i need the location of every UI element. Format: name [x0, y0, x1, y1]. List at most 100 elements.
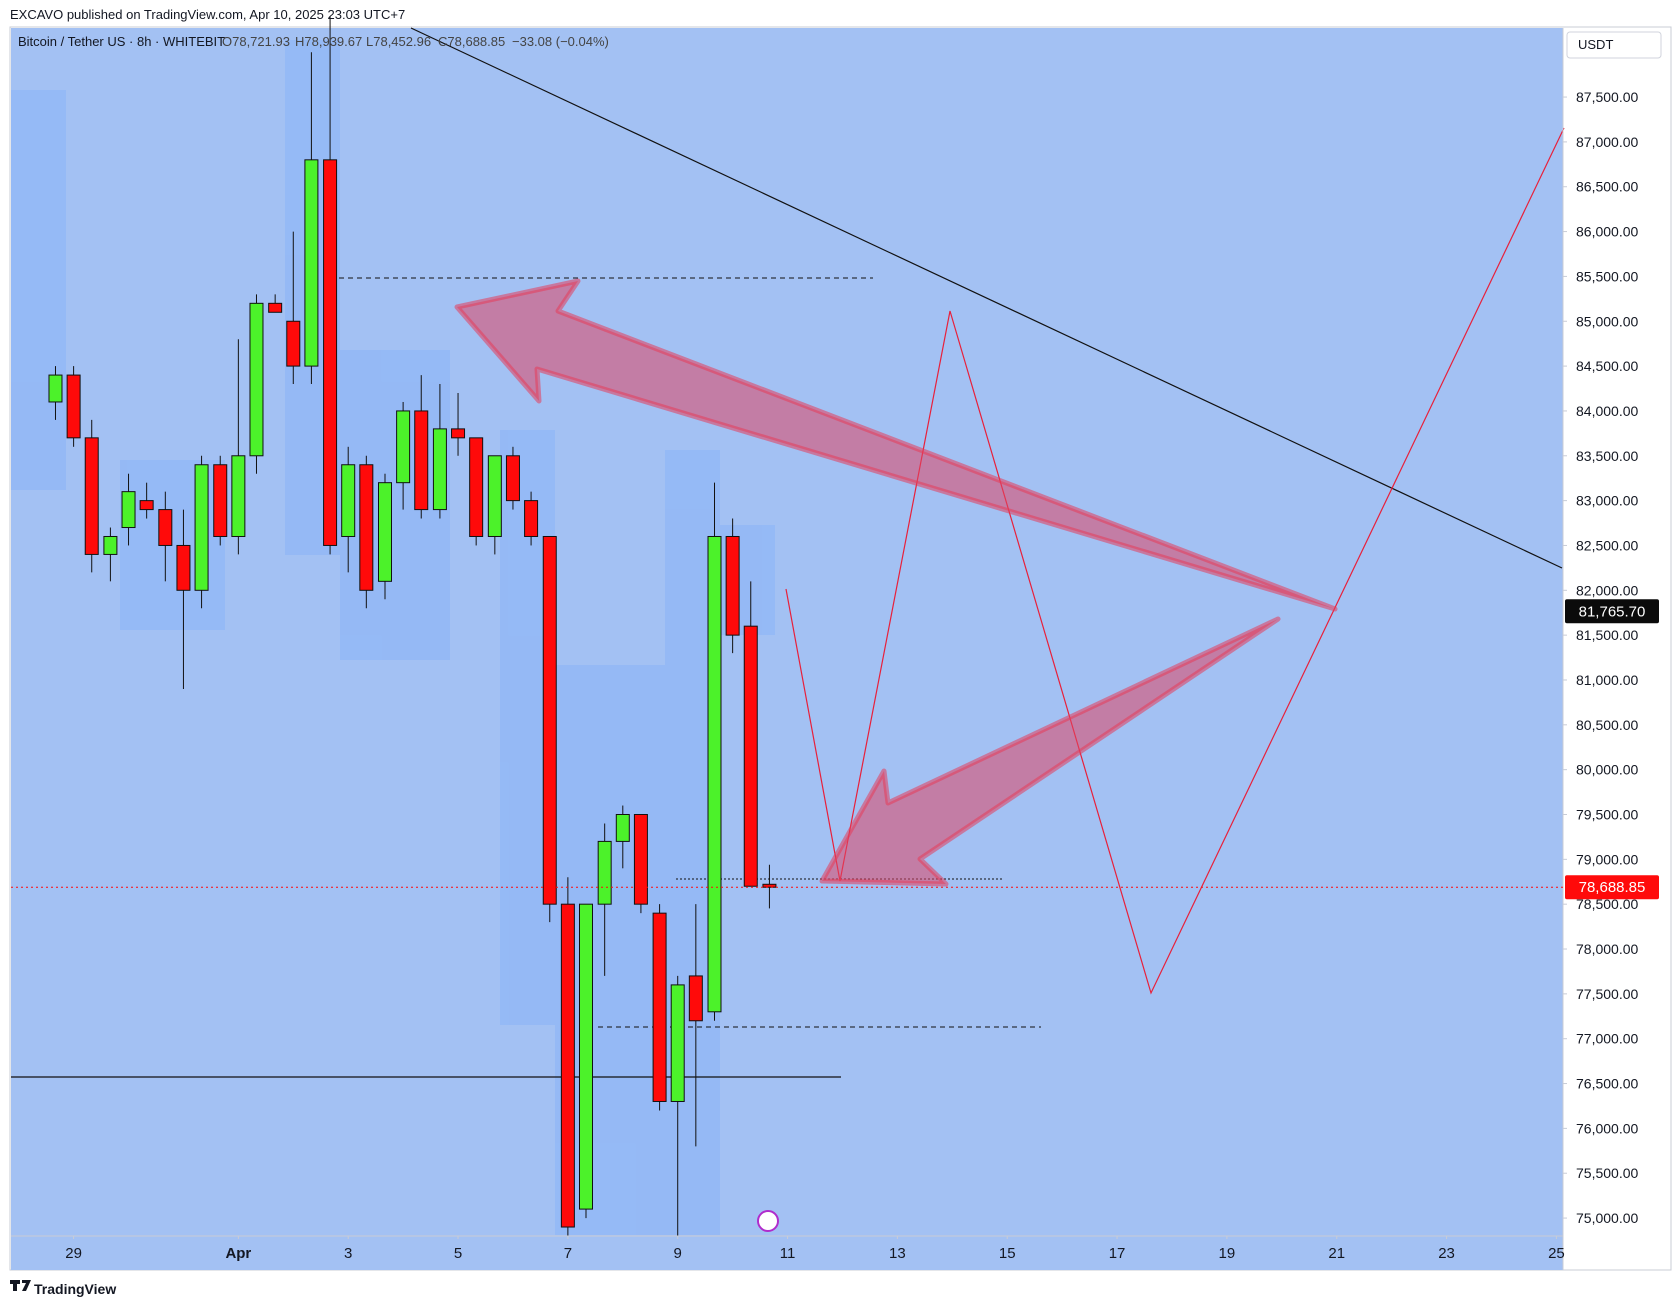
y-tick-label: 79,000.00: [1576, 851, 1638, 867]
plot-background: [11, 28, 1563, 1236]
y-tick-label: 77,500.00: [1576, 986, 1638, 1002]
ohlc-open: O78,721.93: [222, 34, 290, 49]
ohlc-close: C78,688.85: [438, 34, 505, 49]
candle-body: [469, 437, 484, 537]
candle-body: [560, 903, 575, 1228]
x-tick-label: 21: [1328, 1245, 1345, 1262]
candle-body: [304, 159, 319, 367]
event-icon[interactable]: [757, 1210, 779, 1232]
candle-body: [487, 455, 502, 537]
y-tick-label: 82,500.00: [1576, 537, 1638, 553]
y-tick-label: 87,500.00: [1576, 89, 1638, 105]
candle-body: [286, 320, 301, 367]
y-tick-label: 79,500.00: [1576, 807, 1638, 823]
time-axis-background: [11, 1236, 1563, 1270]
candle-body: [84, 437, 99, 555]
session-box: [340, 350, 450, 660]
candle-body: [139, 500, 154, 511]
currency: USDT: [1578, 37, 1613, 52]
candle-body: [377, 482, 392, 582]
candle-body: [725, 535, 740, 636]
x-tick-label: 17: [1109, 1245, 1126, 1262]
logo-mark: [10, 1280, 31, 1291]
candle-body: [176, 544, 191, 591]
candle-body: [670, 984, 685, 1102]
candle-body: [451, 428, 466, 439]
y-tick-label: 86,000.00: [1576, 224, 1638, 240]
footer-logo: [10, 1280, 31, 1291]
y-tick-label: 85,500.00: [1576, 268, 1638, 284]
y-tick-label: 85,000.00: [1576, 313, 1638, 329]
session-box: [120, 460, 225, 630]
candle-body: [268, 302, 283, 313]
x-tick-label: 25: [1548, 1245, 1565, 1262]
x-tick-label: 19: [1219, 1245, 1236, 1262]
marker-price-label: 81,765.70: [1579, 603, 1646, 620]
candle-body: [194, 464, 209, 591]
x-tick-label: 3: [344, 1245, 352, 1262]
y-tick-label: 83,500.00: [1576, 448, 1638, 464]
candle-body: [524, 500, 539, 537]
candle-body: [652, 912, 667, 1102]
candle-body: [323, 159, 338, 546]
y-tick-label: 80,500.00: [1576, 717, 1638, 733]
y-tick-label: 77,000.00: [1576, 1031, 1638, 1047]
ohlc-high: H78,939.67: [295, 34, 362, 49]
y-tick-label: 75,500.00: [1576, 1165, 1638, 1181]
candle-body: [414, 410, 429, 511]
x-tick-label: 15: [999, 1245, 1016, 1262]
trend-line: [410, 27, 1563, 569]
candle-body: [578, 903, 593, 1210]
y-tick-label: 86,500.00: [1576, 179, 1638, 195]
candle-body: [231, 455, 246, 537]
candle-body: [48, 374, 63, 403]
arrow: [819, 616, 1281, 887]
candle-body: [707, 535, 722, 1013]
candle-body: [542, 535, 557, 905]
candle-body: [359, 464, 374, 591]
x-tick-label: Apr: [225, 1245, 251, 1262]
y-tick-label: 83,000.00: [1576, 493, 1638, 509]
y-tick-label: 87,000.00: [1576, 134, 1638, 150]
y-tick-label: 76,000.00: [1576, 1120, 1638, 1136]
last-price-box: [1565, 875, 1659, 900]
candle-body: [688, 975, 703, 1022]
candle-body: [121, 491, 136, 529]
x-tick-label: 23: [1438, 1245, 1455, 1262]
session-box: [11, 90, 66, 490]
candle-body: [341, 464, 356, 537]
x-tick-label: 5: [454, 1245, 462, 1262]
x-tick-label: 11: [780, 1245, 796, 1262]
candle-body: [597, 840, 612, 905]
candle-body: [743, 625, 758, 887]
projection-path: [785, 127, 1565, 995]
candle-body: [633, 814, 648, 905]
candle-body: [432, 428, 447, 511]
ohlc-low: L78,452.96: [366, 34, 431, 49]
candle-body: [249, 302, 264, 457]
y-tick-label: 80,000.00: [1576, 762, 1638, 778]
y-tick-label: 82,000.00: [1576, 582, 1638, 598]
footer: TradingView: [34, 1281, 116, 1297]
x-tick-label: 13: [889, 1245, 906, 1262]
arrow: [454, 278, 1338, 612]
y-tick-label: 84,000.00: [1576, 403, 1638, 419]
x-tick-label: 9: [674, 1245, 682, 1262]
candle-body: [158, 509, 173, 546]
last-price-label: 78,688.85: [1579, 879, 1646, 896]
symbol-title: Bitcoin / Tether US · 8h · WHITEBIT: [18, 34, 225, 49]
currency-box[interactable]: [1566, 31, 1662, 59]
x-tick-label: 7: [564, 1245, 572, 1262]
candle-body: [213, 464, 228, 537]
y-tick-label: 81,500.00: [1576, 627, 1638, 643]
candle-body: [66, 374, 81, 439]
ohlc-change: −33.08 (−0.04%): [512, 34, 609, 49]
candle-body: [505, 455, 520, 502]
candle-body: [103, 535, 118, 555]
y-tick-label: 81,000.00: [1576, 672, 1638, 688]
x-tick-label: 29: [65, 1245, 82, 1262]
candle-body: [762, 883, 777, 888]
y-tick-label: 78,000.00: [1576, 941, 1638, 957]
